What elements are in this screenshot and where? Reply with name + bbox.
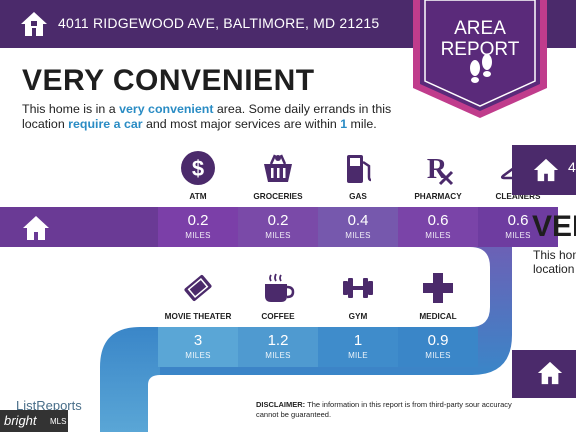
category-label: PHARMACY [414,192,462,201]
category-label: MEDICAL [419,312,457,321]
address-text: 4011 RIDGEWOOD AVE, BALTIMORE, MD 21215 [58,15,380,31]
distance-value: 0.6 [507,212,529,229]
footprints-icon [470,54,492,83]
page-title: VERY CONVENIENT [22,64,315,97]
distance-cell: 1.2 MILES [238,327,318,367]
distance-unit: MILES [345,231,371,240]
badge-line1: AREA [454,18,506,39]
distance-cell: 0.2 MILES [238,207,318,247]
right-panel-desc: location [533,262,575,276]
house-icon [21,12,47,36]
dollar-icon: $ [181,151,215,185]
distance-cell: 0.9 MILES [398,327,478,367]
distance-unit: MILES [265,351,291,360]
disclaimer: DISCLAIMER: The information in this repo… [256,400,516,420]
category-label: GYM [348,312,368,321]
desc-text: This home is in a [22,102,120,116]
distance-cell: 1 MILE [318,327,398,367]
category-gas: GAS [318,150,398,201]
dumbbell-icon [343,278,373,298]
rx-icon: R [427,154,454,186]
ticket-icon [184,274,212,302]
category-coffee: COFFEE [238,270,318,321]
svg-text:$: $ [192,156,204,181]
distance-value: 3 [193,332,203,349]
disclaimer-label: DISCLAIMER: [256,400,306,409]
right-panel-desc: This hom [533,248,576,262]
distance-cell: 3 MILES [158,327,238,367]
listreports-logo: ListReports [16,398,82,413]
category-label: GAS [349,192,367,201]
category-label: GROCERIES [253,192,303,201]
coffee-icon [265,273,295,302]
category-medical: MEDICAL [398,270,478,321]
gas-pump-icon [347,155,372,183]
distance-unit: MILES [505,231,531,240]
disclaimer-text: The information in this report is from t… [256,400,512,419]
category-label: CLEANERS [495,192,541,201]
distance-value: 1 [353,332,363,349]
distance-value: 1.2 [267,332,289,349]
desc-highlight: very convenient [119,102,214,116]
distance-cell: 0.6 MILES [398,207,478,247]
distance-value: 0.4 [347,212,369,229]
distance-value: 0.2 [267,212,289,229]
distance-cell: 0.2 MILES [158,207,238,247]
right-panel-address: 4 [568,159,576,175]
description: This home is in a very convenient area. … [22,102,422,132]
svg-text:R: R [427,154,448,185]
bright-mls-logo [0,410,68,432]
distance-unit: MILE [348,351,368,360]
desc-highlight: 1 [340,117,348,131]
distance-unit: MILES [425,231,451,240]
category-pharmacy: R PHARMACY [398,150,478,201]
distance-cell: 0.6 MILES [478,207,558,247]
right-panel-title: VER [532,210,576,243]
house-icon [23,216,49,240]
distance-value: 0.6 [427,212,449,229]
distance-unit: MILES [185,231,211,240]
house-icon [533,158,559,182]
badge-text: AREA REPORT [413,18,547,60]
desc-text: area. Some daily errands in this locatio… [22,102,392,131]
category-label: COFFEE [261,312,295,321]
house-icon [537,361,563,385]
category-groceries: GROCERIES [238,150,318,201]
category-label: ATM [189,192,207,201]
bright-logo-mls: MLS [50,417,67,426]
category-gym: GYM [318,270,398,321]
desc-highlight: require a car [68,117,143,131]
basket-icon [264,154,292,182]
category-movie-theater: MOVIE THEATER [158,270,238,321]
distance-value: 0.2 [187,212,209,229]
desc-text: mile. [347,117,377,131]
distance-unit: MILES [185,351,211,360]
distance-value: 0.9 [427,332,449,349]
distance-cell: 0.4 MILES [318,207,398,247]
bright-logo-text: bright [4,413,37,428]
medical-cross-icon [423,273,453,303]
category-atm: $ ATM [158,150,238,201]
category-label: MOVIE THEATER [164,312,232,321]
desc-text: and most major services are within [142,117,341,131]
area-report-badge [413,0,547,118]
badge-line2: REPORT [440,39,520,60]
distance-unit: MILES [425,351,451,360]
header-bar [0,0,420,48]
distance-unit: MILES [265,231,291,240]
